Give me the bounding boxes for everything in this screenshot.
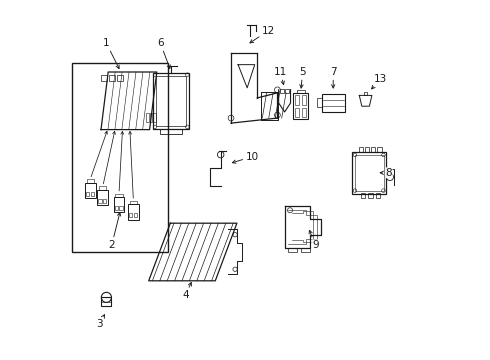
Bar — [364, 91, 368, 95]
Bar — [130, 201, 137, 204]
Bar — [321, 94, 345, 112]
Text: 10: 10 — [232, 152, 259, 163]
Text: 3: 3 — [96, 315, 104, 329]
Bar — [134, 213, 137, 217]
Bar — [377, 147, 382, 152]
Text: 7: 7 — [330, 67, 337, 88]
Bar — [129, 213, 132, 217]
Bar — [99, 186, 106, 190]
Bar — [109, 75, 116, 81]
Bar — [153, 113, 156, 122]
Text: 12: 12 — [250, 26, 275, 43]
Bar — [98, 199, 102, 203]
Bar — [114, 197, 124, 212]
Bar — [301, 248, 310, 252]
Bar — [359, 147, 363, 152]
Bar — [288, 248, 297, 252]
Bar — [87, 179, 94, 183]
Bar — [101, 297, 111, 306]
Bar — [98, 190, 108, 205]
Text: 6: 6 — [157, 38, 170, 68]
Bar — [86, 192, 89, 196]
Bar — [294, 95, 299, 105]
Text: 1: 1 — [103, 38, 119, 69]
Bar — [361, 193, 366, 198]
Text: 2: 2 — [108, 212, 121, 250]
Bar — [85, 183, 96, 198]
Bar — [297, 90, 305, 93]
Bar — [116, 194, 122, 197]
Bar — [368, 193, 373, 198]
Text: 8: 8 — [380, 168, 392, 178]
Bar — [146, 113, 149, 122]
Bar — [355, 155, 384, 191]
Bar — [301, 108, 306, 117]
Bar — [101, 75, 107, 81]
Text: 5: 5 — [299, 67, 306, 88]
Bar — [103, 199, 106, 203]
Text: 4: 4 — [182, 283, 192, 300]
Bar — [301, 95, 306, 105]
Bar — [115, 206, 118, 210]
Bar — [72, 63, 168, 252]
Bar — [117, 75, 123, 81]
Bar — [156, 76, 186, 126]
Bar — [376, 193, 381, 198]
Text: 13: 13 — [371, 74, 387, 89]
Text: 9: 9 — [309, 230, 318, 250]
Bar — [91, 192, 94, 196]
Bar — [280, 89, 284, 93]
Bar — [365, 147, 369, 152]
Text: 11: 11 — [273, 67, 287, 85]
Bar — [285, 89, 290, 93]
Bar — [371, 147, 375, 152]
Bar — [317, 98, 321, 107]
Bar — [294, 108, 299, 117]
Bar — [149, 113, 152, 122]
Bar — [293, 93, 308, 119]
Bar — [160, 129, 182, 134]
Bar — [153, 73, 189, 129]
Bar — [120, 206, 122, 210]
Bar — [128, 204, 139, 220]
Bar — [352, 152, 386, 194]
